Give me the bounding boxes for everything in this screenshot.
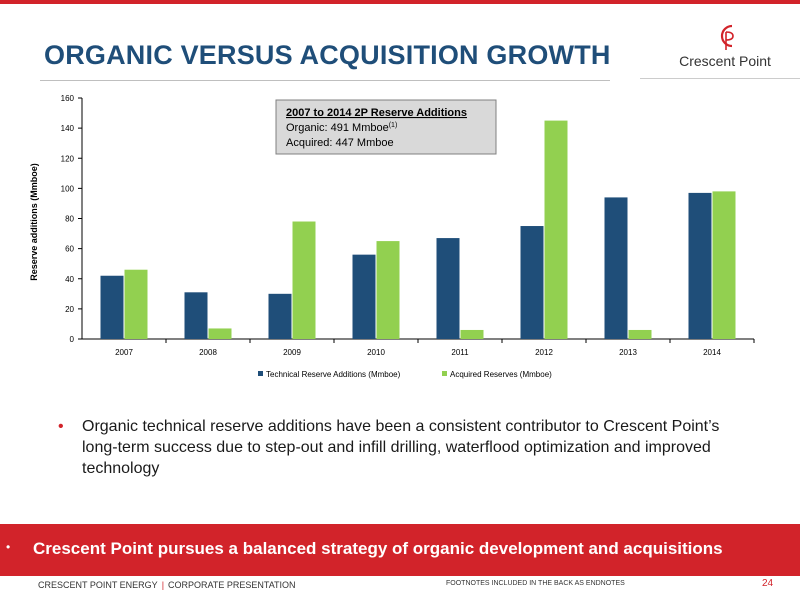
bar-acquired-2014 bbox=[712, 191, 736, 339]
x-tick-label: 2008 bbox=[199, 348, 217, 357]
title-divider bbox=[40, 80, 610, 81]
top-accent-bar bbox=[0, 0, 800, 4]
banner-text: Crescent Point pursues a balanced strate… bbox=[33, 539, 723, 558]
bar-technical-2011 bbox=[436, 238, 460, 339]
legend-swatch-technical bbox=[258, 371, 263, 376]
y-tick-label: 100 bbox=[61, 184, 75, 193]
bar-technical-2012 bbox=[520, 226, 544, 339]
bar-technical-2008 bbox=[184, 292, 208, 339]
bar-acquired-2013 bbox=[628, 329, 652, 339]
x-tick-label: 2014 bbox=[703, 348, 721, 357]
callout-footnote-ref: (1) bbox=[389, 122, 398, 129]
y-tick-label: 160 bbox=[61, 94, 75, 103]
callout-organic: Organic: 491 Mmboe(1) bbox=[286, 122, 397, 134]
bullet-text: Organic technical reserve additions have… bbox=[82, 418, 720, 477]
x-tick-label: 2007 bbox=[115, 348, 133, 357]
x-tick-label: 2013 bbox=[619, 348, 637, 357]
footer-company: CRESCENT POINT ENERGY | CORPORATE PRESENTA… bbox=[38, 580, 296, 590]
y-tick-label: 60 bbox=[65, 245, 74, 254]
bar-technical-2013 bbox=[604, 197, 628, 339]
bar-technical-2007 bbox=[100, 275, 124, 339]
legend-label-technical: Technical Reserve Additions (Mmboe) bbox=[266, 370, 401, 379]
footer-endnotes: FOOTNOTES INCLUDED IN THE BACK AS ENDNOT… bbox=[446, 580, 625, 587]
chart-plot-area: 0 20 40 60 80 100 120 140 160 2007 2008 2009 2010 201… bbox=[61, 94, 755, 357]
footer-separator: | bbox=[161, 580, 165, 590]
footer-company-name: CRESCENT POINT ENERGY bbox=[38, 580, 158, 590]
callout-acquired: Acquired: 447 Mmboe bbox=[286, 137, 394, 149]
legend-swatch-acquired bbox=[442, 371, 447, 376]
x-tick-label: 2010 bbox=[367, 348, 385, 357]
callout-organic-text: Organic: 491 Mmboe bbox=[286, 122, 389, 134]
logo-divider bbox=[640, 78, 800, 79]
logo-name: Crescent Point bbox=[679, 53, 771, 69]
bar-acquired-2007 bbox=[124, 269, 148, 339]
bar-technical-2010 bbox=[352, 254, 376, 339]
legend-label-acquired: Acquired Reserves (Mmboe) bbox=[450, 370, 552, 379]
banner-bullet: • bbox=[6, 540, 11, 554]
bullet-marker: • bbox=[58, 418, 64, 435]
bar-acquired-2008 bbox=[208, 328, 232, 339]
bar-acquired-2011 bbox=[460, 329, 484, 339]
bar-acquired-2012 bbox=[544, 120, 568, 339]
x-tick-label: 2009 bbox=[283, 348, 301, 357]
bar-technical-2014 bbox=[688, 192, 712, 339]
chart-legend: Technical Reserve Additions (Mmboe) Acqu… bbox=[258, 370, 552, 379]
callout-title: 2007 to 2014 2P Reserve Additions bbox=[286, 107, 467, 119]
x-tick-label: 2012 bbox=[535, 348, 553, 357]
footer-presentation-name: CORPORATE PRESENTATION bbox=[168, 580, 296, 590]
bullet-point: • Organic technical reserve additions ha… bbox=[58, 416, 758, 479]
footer: CRESCENT POINT ENERGY | CORPORATE PRESENTA… bbox=[0, 576, 800, 600]
y-tick-label: 0 bbox=[70, 335, 75, 344]
y-tick-label: 40 bbox=[65, 275, 74, 284]
bar-technical-2009 bbox=[268, 293, 292, 339]
bar-acquired-2010 bbox=[376, 241, 400, 339]
y-tick-label: 80 bbox=[65, 215, 74, 224]
company-logo: Crescent Point bbox=[670, 22, 780, 72]
reserve-additions-chart: Reserve additions (Mmboe) 0 20 40 60 80 100 12… bbox=[29, 94, 755, 379]
y-tick-label: 20 bbox=[65, 305, 74, 314]
bar-acquired-2009 bbox=[292, 221, 316, 339]
y-tick-label: 140 bbox=[61, 124, 75, 133]
page-title: ORGANIC VERSUS ACQUISITION GROWTH bbox=[44, 40, 611, 70]
crescent-point-logo-icon bbox=[720, 24, 734, 50]
callout-box: 2007 to 2014 2P Reserve Additions Organi… bbox=[275, 99, 497, 155]
y-tick-label: 120 bbox=[61, 154, 75, 163]
x-tick-label: 2011 bbox=[451, 348, 469, 357]
y-axis-label: Reserve additions (Mmboe) bbox=[29, 163, 39, 281]
strategy-banner: • Crescent Point pursues a balanced stra… bbox=[0, 524, 800, 576]
page-number: 24 bbox=[762, 578, 774, 589]
